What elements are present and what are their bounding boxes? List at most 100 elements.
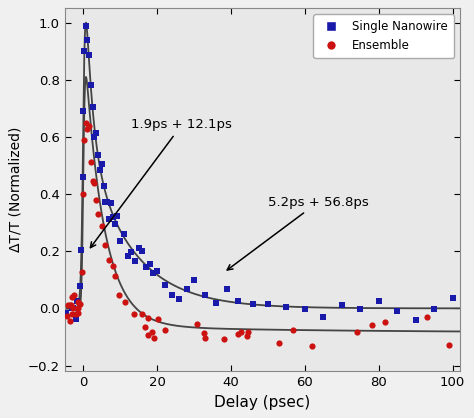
Point <box>353 329 361 336</box>
Point <box>128 249 135 256</box>
Point <box>69 305 77 312</box>
Point <box>201 334 209 341</box>
Text: 1.9ps + 12.1ps: 1.9ps + 12.1ps <box>91 118 232 247</box>
Point <box>74 310 82 317</box>
Point <box>368 321 376 328</box>
Point <box>105 216 113 222</box>
Point <box>150 270 157 276</box>
Point <box>91 180 98 186</box>
Point <box>141 323 148 330</box>
Point <box>74 305 82 312</box>
Point <box>102 199 109 205</box>
Point <box>190 276 198 283</box>
Point <box>83 36 91 43</box>
Point <box>412 317 419 324</box>
Point <box>89 178 96 185</box>
Point <box>135 245 143 252</box>
Point <box>80 107 87 114</box>
Point <box>83 126 91 133</box>
Point <box>237 328 245 335</box>
Point <box>283 304 290 311</box>
Point <box>244 329 252 335</box>
Point <box>154 268 161 275</box>
Point <box>87 82 94 88</box>
Point <box>220 336 228 343</box>
Point <box>78 247 85 254</box>
Point <box>66 318 74 325</box>
Point <box>69 305 76 311</box>
Point <box>249 301 257 307</box>
Point <box>142 264 150 271</box>
Point <box>356 305 364 312</box>
Point <box>98 223 106 229</box>
Point <box>148 329 155 335</box>
Point <box>66 302 73 309</box>
Point <box>117 238 124 245</box>
Point <box>430 306 438 312</box>
Point <box>289 326 296 333</box>
Point <box>224 286 231 293</box>
Point <box>73 311 80 318</box>
Point <box>82 120 89 126</box>
Point <box>98 161 106 168</box>
Point <box>103 198 111 205</box>
Point <box>161 327 169 334</box>
Point <box>309 342 316 349</box>
Point <box>130 311 138 317</box>
Point <box>80 191 87 197</box>
Point <box>168 292 176 298</box>
Point <box>138 311 146 317</box>
Point <box>69 293 76 300</box>
Point <box>79 174 86 181</box>
Point <box>121 299 129 306</box>
Point <box>81 136 88 143</box>
Point <box>381 318 388 325</box>
Point <box>109 214 117 221</box>
X-axis label: Delay (psec): Delay (psec) <box>214 395 310 410</box>
Point <box>116 291 123 298</box>
Text: 5.2ps + 56.8ps: 5.2ps + 56.8ps <box>227 196 369 270</box>
Point <box>109 263 117 269</box>
Point <box>111 220 118 227</box>
Point <box>234 330 242 337</box>
Point <box>393 307 401 314</box>
Point <box>85 122 92 129</box>
Point <box>264 301 272 307</box>
Point <box>82 22 89 29</box>
Point <box>92 197 100 204</box>
Point <box>76 282 84 289</box>
Point <box>445 342 453 348</box>
Point <box>73 297 81 304</box>
Point <box>102 242 109 249</box>
Point <box>78 269 86 275</box>
Point <box>161 281 168 288</box>
Point <box>92 130 100 136</box>
Point <box>64 302 72 309</box>
Y-axis label: ΔT/T (Normalized): ΔT/T (Normalized) <box>9 127 22 252</box>
Point <box>62 310 70 317</box>
Point <box>200 329 208 336</box>
Point <box>138 247 146 254</box>
Point <box>244 333 251 340</box>
Point <box>183 285 191 292</box>
Point <box>91 134 98 140</box>
Point <box>89 103 96 110</box>
Legend: Single Nanowire, Ensemble: Single Nanowire, Ensemble <box>313 14 454 58</box>
Point <box>423 313 431 320</box>
Point <box>319 313 327 320</box>
Point <box>275 339 283 346</box>
Point <box>375 297 383 304</box>
Point <box>73 316 80 322</box>
Point <box>175 296 183 303</box>
Point <box>68 305 75 312</box>
Point <box>146 260 154 267</box>
Point <box>85 51 92 58</box>
Point <box>449 294 456 301</box>
Point <box>131 257 139 264</box>
Point <box>64 313 71 319</box>
Point <box>235 298 242 305</box>
Point <box>81 48 88 55</box>
Point <box>76 301 83 308</box>
Point <box>120 230 128 237</box>
Point <box>124 252 131 259</box>
